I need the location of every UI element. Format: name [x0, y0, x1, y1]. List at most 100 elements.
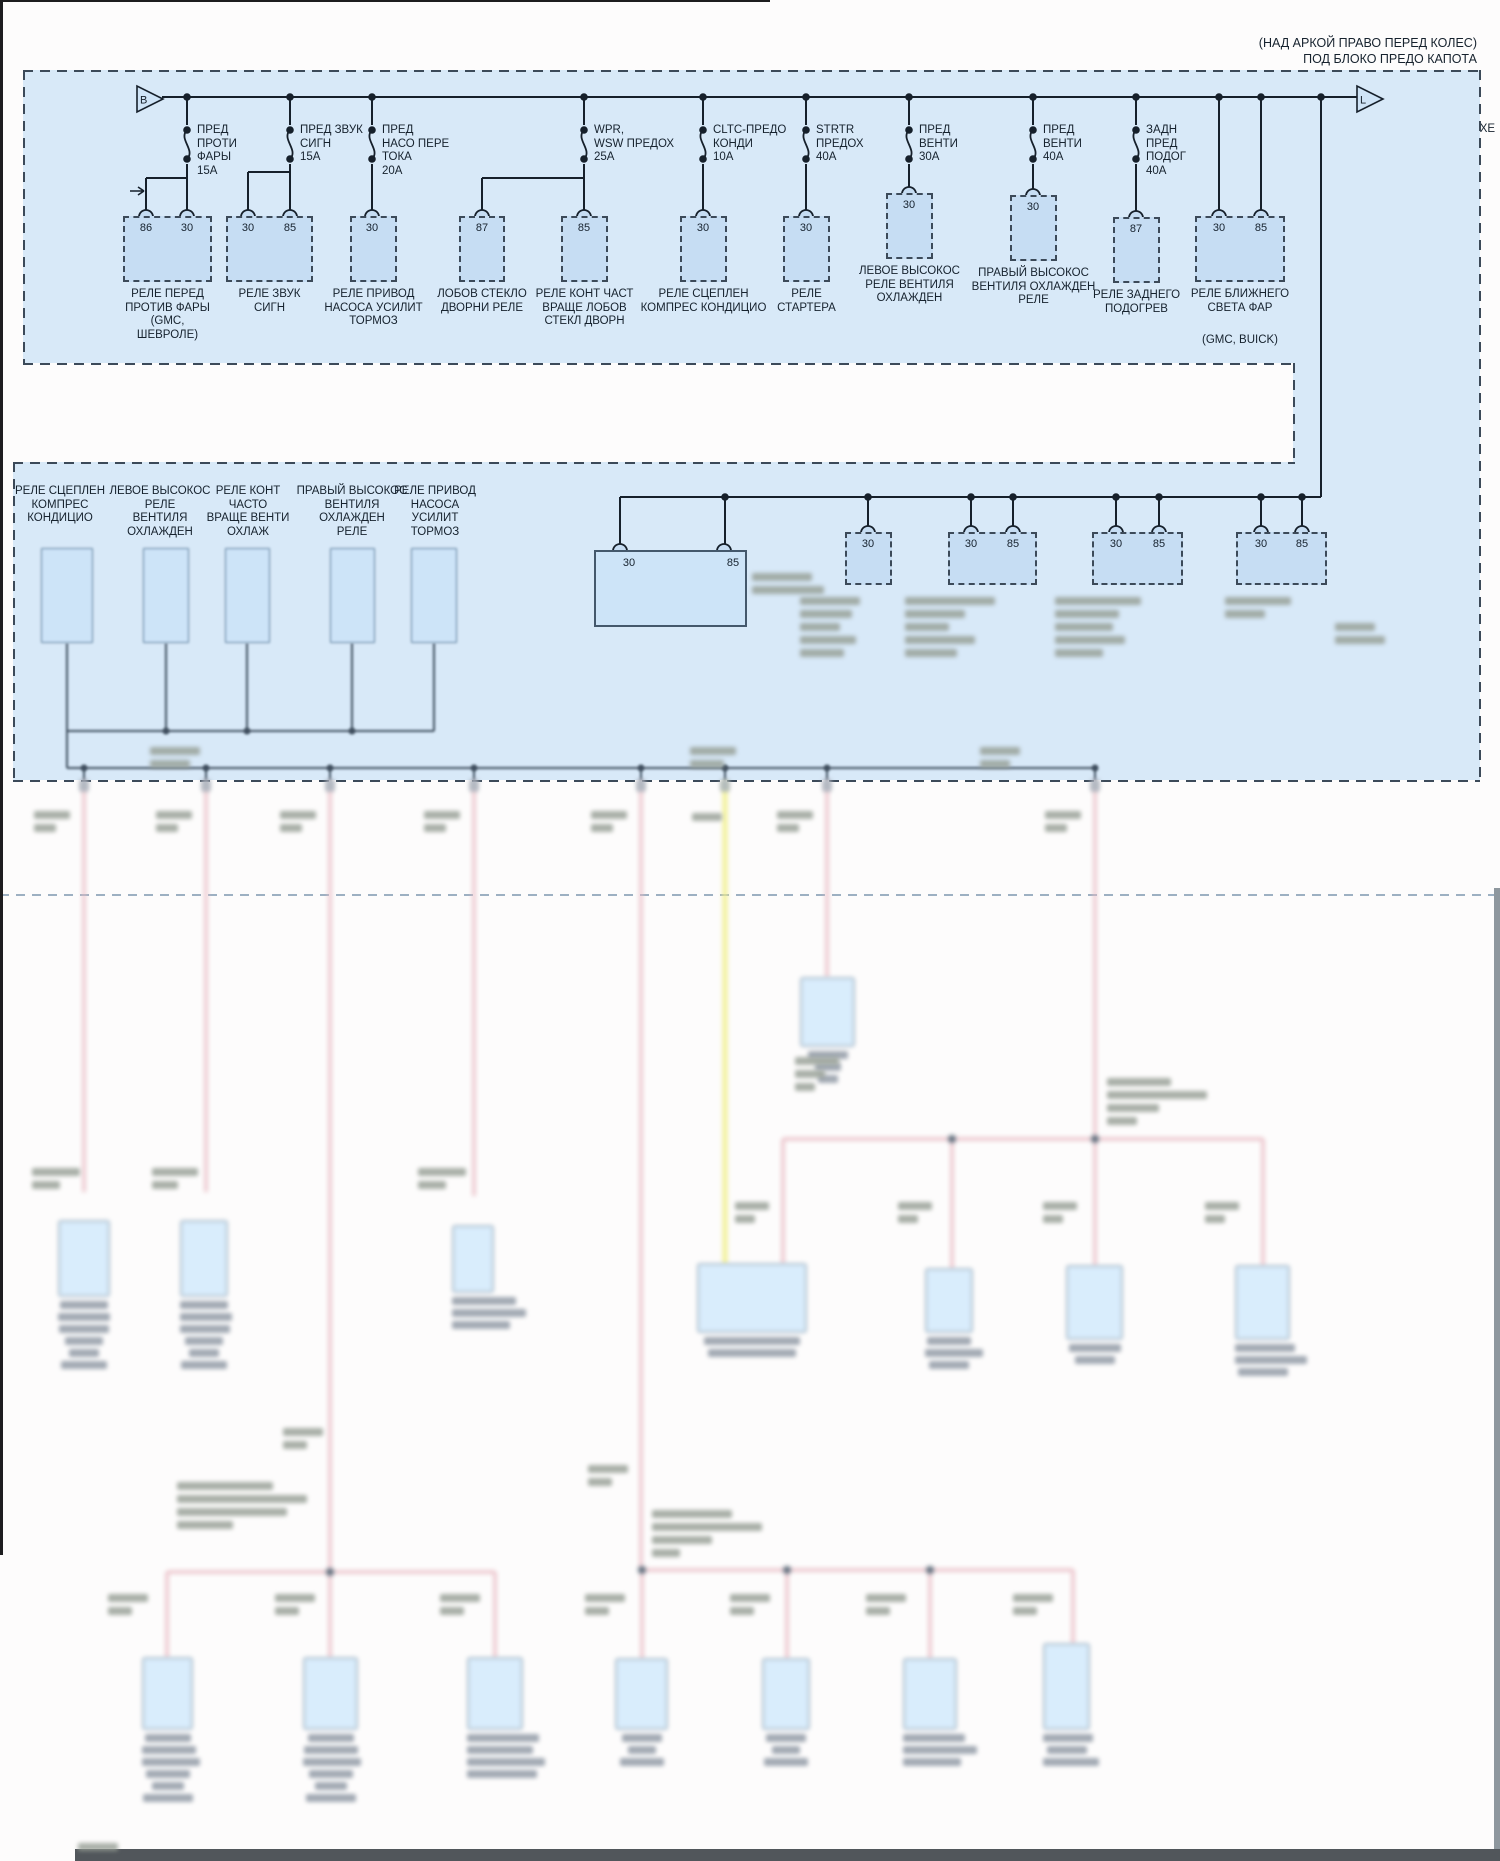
blurred-label-block — [752, 568, 824, 594]
fuse-element-icon — [1132, 129, 1140, 160]
relay-label: РЕЛЕ СЦЕПЛЕН КОМПРЕС КОНДИЦИО — [640, 288, 767, 314]
blurred-label-line — [1235, 1356, 1307, 1364]
blurred-label-block — [800, 592, 860, 657]
blurred-label-line — [452, 1321, 510, 1329]
flow-arrow-in-letter: В — [140, 95, 147, 107]
connector-body — [925, 1268, 973, 1333]
section-dashed-border — [1293, 363, 1295, 464]
relay-label: РЕЛЕ СТАРТЕРА — [777, 288, 836, 314]
blurred-label-line — [652, 1523, 762, 1531]
blurred-label-line — [929, 1361, 969, 1369]
relay-box — [1195, 216, 1285, 282]
blurred-label-line — [980, 760, 1010, 768]
connector-body — [903, 1658, 957, 1730]
connector-body — [800, 977, 855, 1047]
blurred-label-line — [177, 1495, 307, 1503]
blurred-label-line — [156, 811, 192, 819]
blurred-label-block — [1205, 1197, 1239, 1223]
fuse-element-icon — [802, 129, 810, 160]
junction-dot — [864, 493, 872, 501]
blurred-label-block — [177, 1477, 307, 1529]
blurred-label-line — [180, 1313, 232, 1321]
blurred-label-line — [591, 824, 613, 832]
junction-dot — [638, 1566, 646, 1574]
junction-dot — [967, 493, 975, 501]
relay-pin-bump — [901, 186, 917, 195]
blurred-label-block — [905, 592, 995, 657]
blurred-label-line — [467, 1734, 539, 1742]
fuse-element-icon — [905, 129, 913, 160]
blurred-label-line — [621, 1734, 662, 1742]
connector-component — [467, 1657, 545, 1778]
blurred-label-line — [303, 1746, 358, 1754]
blurred-label-line — [1205, 1215, 1225, 1223]
relay-box — [459, 216, 505, 282]
blurred-label-block — [280, 806, 316, 832]
blurred-label-block — [1045, 806, 1081, 832]
junction-dot — [1029, 93, 1037, 101]
connector-body — [180, 1220, 228, 1297]
connector-stub — [201, 779, 211, 792]
relay-pin-number: 85 — [1295, 538, 1309, 550]
blurred-label-block — [108, 1589, 148, 1615]
relay-label: РЕЛЕ ПЕРЕД ПРОТИВ ФАРЫ (GMC, ШЕВРОЛЕ) — [125, 288, 210, 341]
fuse-label: ПРЕД НАСО ПЕРЕ ТОКА 20А — [382, 124, 450, 177]
connector-component — [1043, 1643, 1099, 1766]
blurred-label-line — [151, 1782, 184, 1790]
blurred-label-line — [1055, 623, 1113, 631]
fuse-label: WPR, WSW ПРЕДОХ 25А — [594, 124, 675, 164]
junction-dot — [948, 1135, 956, 1143]
relay-label-variant: (GMC, BUICK) — [1201, 334, 1279, 346]
blurred-label-line — [690, 760, 724, 768]
blurred-label-line — [708, 1349, 796, 1357]
blurred-label-line — [152, 1168, 198, 1176]
relay-box — [948, 532, 1037, 585]
blurred-label-line — [177, 1508, 287, 1516]
junction-dot — [183, 93, 191, 101]
blurred-label-block — [1055, 592, 1141, 657]
junction-dot — [1112, 493, 1120, 501]
blurred-label-line — [898, 1202, 932, 1210]
section-dashed-border — [13, 462, 15, 780]
blurred-label-line — [452, 1297, 516, 1305]
blurred-label-block — [795, 1052, 839, 1091]
blurred-label-line — [467, 1746, 533, 1754]
flow-arrow-out-letter: L — [1360, 95, 1366, 107]
blurred-label-block — [980, 742, 1020, 768]
blurred-label-line — [32, 1181, 60, 1189]
blurred-label-line — [905, 597, 995, 605]
blurred-label-line — [1235, 1344, 1295, 1352]
blurred-label-line — [440, 1594, 480, 1602]
blurred-label-line — [280, 824, 302, 832]
connector-body — [615, 1658, 668, 1730]
blurred-label-line — [424, 811, 460, 819]
junction-dot — [721, 493, 729, 501]
fuse-label: STRTR ПРЕДОХ 40А — [816, 124, 864, 164]
relay-label: РЕЛЕ КОНТ ЧАСТО ВРАЩЕ ВЕНТИ ОХЛАЖ — [206, 485, 290, 538]
blurred-label-line — [150, 760, 190, 768]
section-dashed-border — [23, 70, 1480, 72]
blurred-label-line — [1205, 1202, 1239, 1210]
relay-pin-number: 30 — [1109, 538, 1123, 550]
fuse-element-icon — [1029, 129, 1037, 160]
blurred-label-line — [777, 824, 799, 832]
blurred-label-line — [34, 811, 70, 819]
relay-label: ЛЕВОЕ ВЫСОКОС РЕЛЕ ВЕНТИЛЯ ОХЛАЖДЕН — [859, 265, 960, 305]
section-dashed-border — [13, 780, 1480, 782]
blurred-label-line — [32, 1168, 80, 1176]
blurred-label-line — [795, 1083, 815, 1091]
blurred-label-block — [424, 806, 460, 832]
blurred-label-line — [905, 623, 949, 631]
junction-dot — [1257, 93, 1265, 101]
blurred-label-line — [1043, 1202, 1077, 1210]
junction-dot — [1009, 493, 1017, 501]
section-dashed-border — [23, 70, 25, 363]
relay-pin-bump — [1151, 525, 1167, 534]
relay-box — [845, 532, 892, 585]
junction-dot — [905, 93, 913, 101]
blurred-label-line — [181, 1361, 227, 1369]
connector-stub — [720, 779, 730, 792]
blurred-label-line — [1335, 623, 1375, 631]
blurred-label-line — [60, 1301, 108, 1309]
junction-dot — [1132, 93, 1140, 101]
